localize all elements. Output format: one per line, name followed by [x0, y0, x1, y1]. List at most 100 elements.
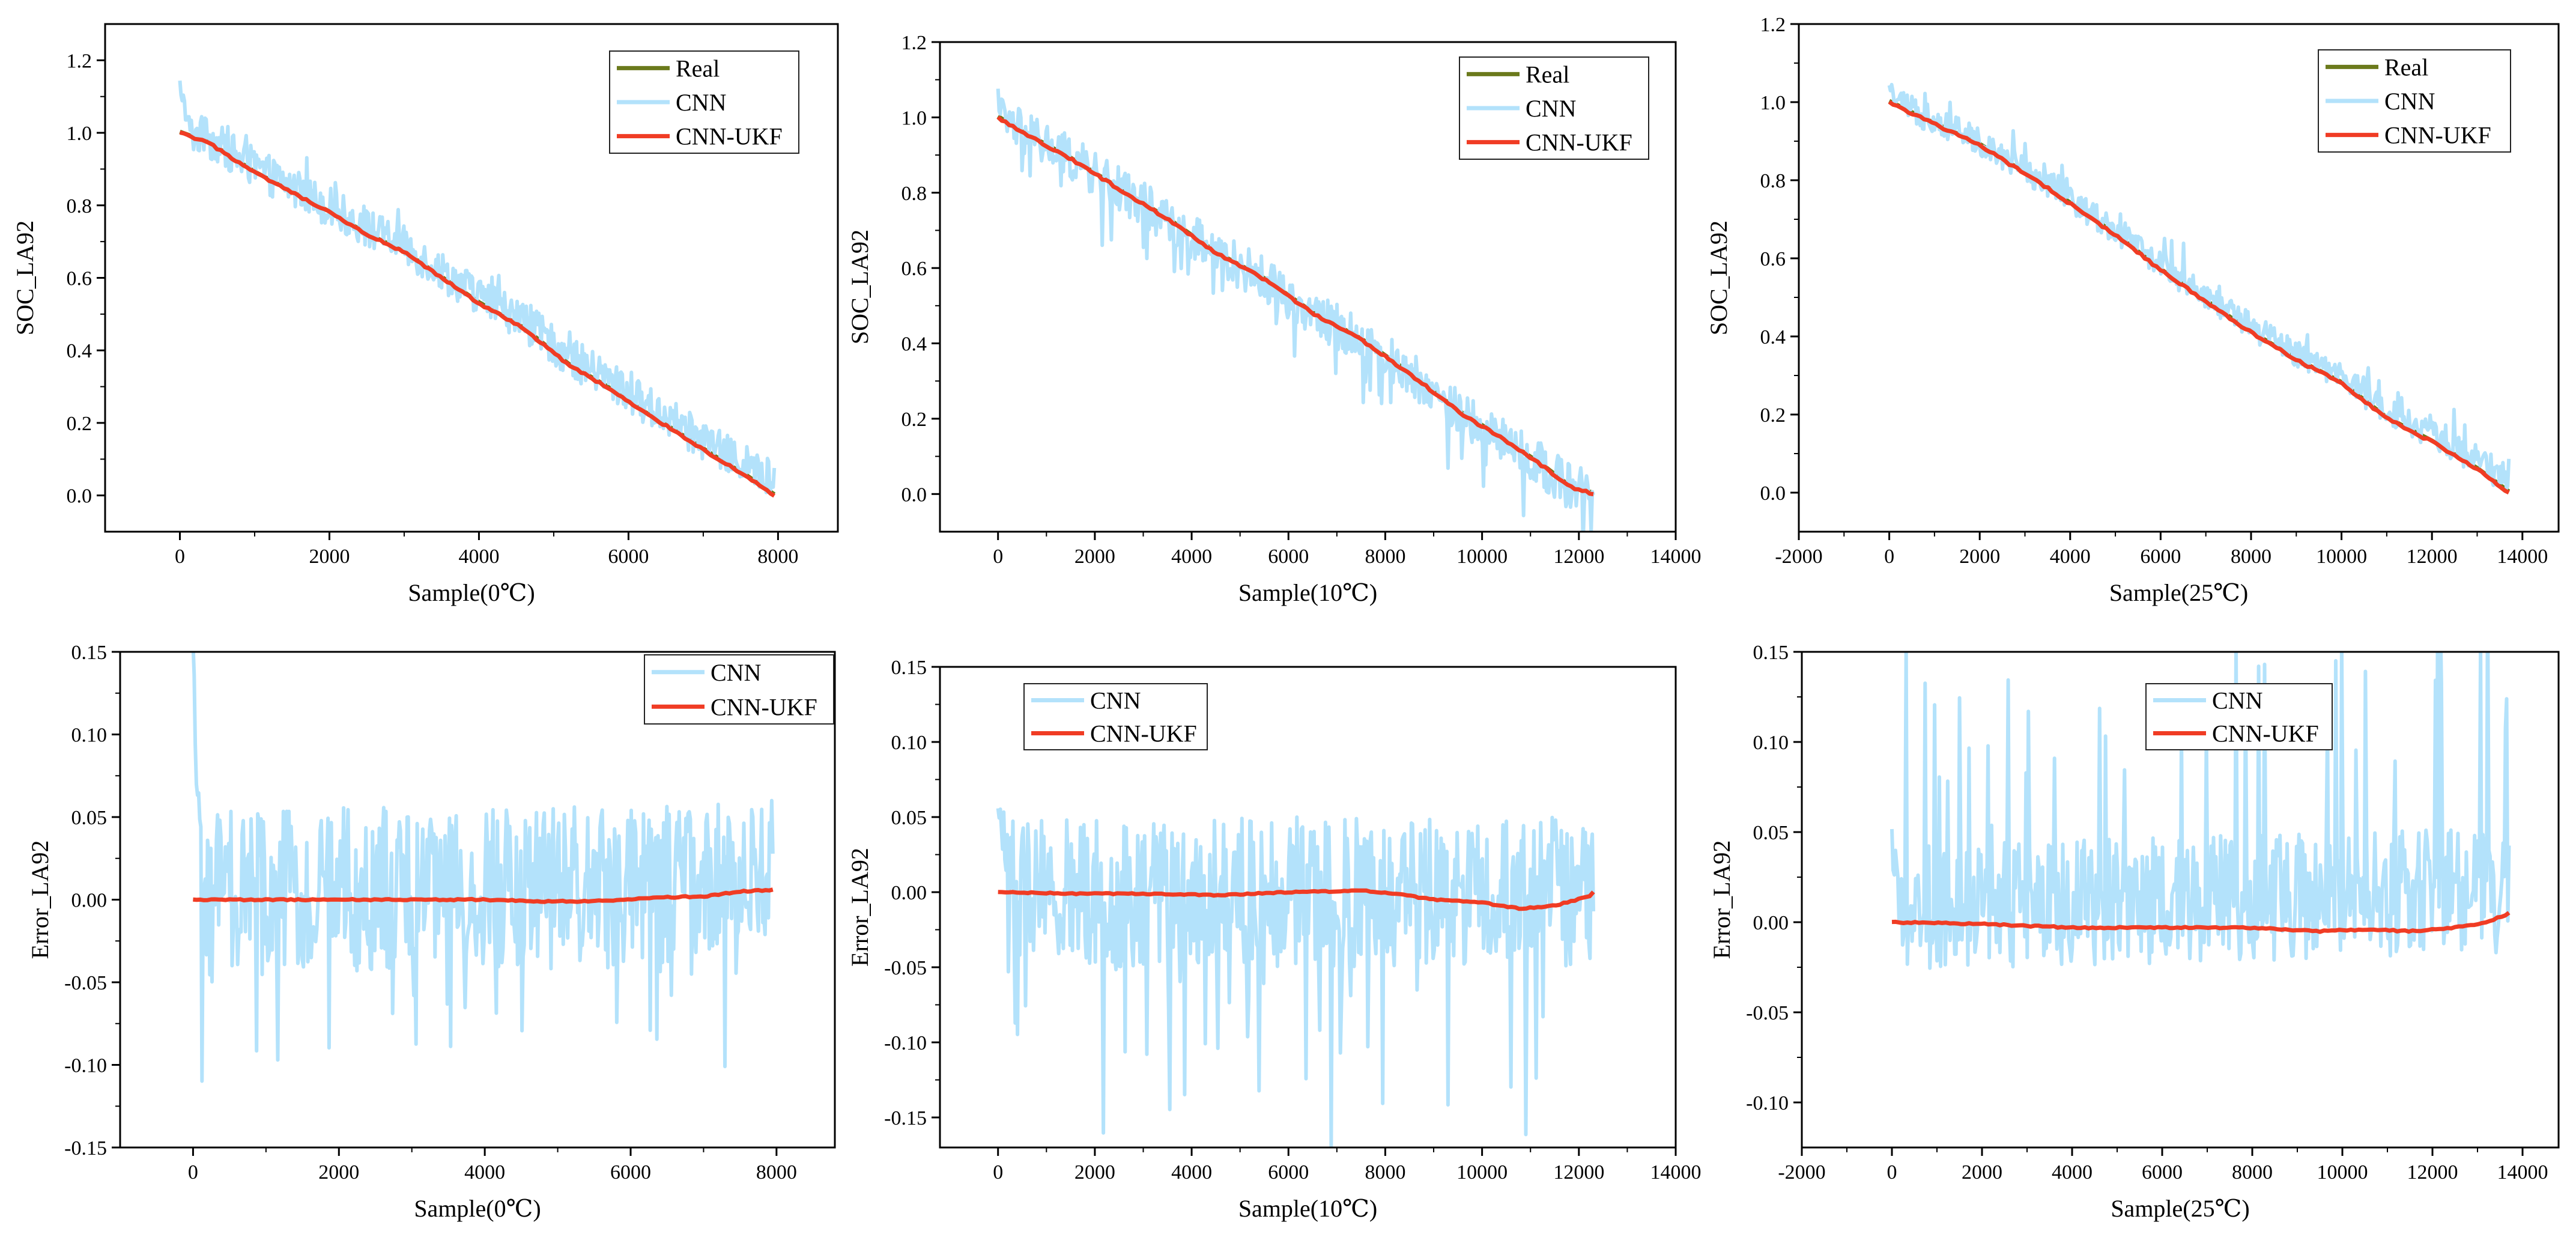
chart-err-10c: 0 2000 4000 6000 8000 10000 12000 14000 -0.15 -0.… — [846, 657, 1702, 1222]
legend-label: CNN — [1090, 687, 1141, 714]
x-axis-label: Sample(10℃) — [1238, 579, 1377, 606]
y-tick-label: -0.05 — [1746, 1002, 1789, 1024]
series-cnn-ukf-line — [998, 888, 1595, 911]
x-axis-label: Sample(25℃) — [2111, 1195, 2249, 1222]
y-tick-label: -0.05 — [884, 957, 927, 979]
x-tick-label: -2000 — [1775, 546, 1822, 568]
legend-label: CNN-UKF — [1090, 720, 1197, 747]
x-tick-label: 4000 — [2050, 546, 2091, 568]
series-cnn-line — [178, 81, 777, 494]
legend-frame — [1023, 683, 1208, 750]
y-tick-label: 0.4 — [1760, 326, 1786, 348]
legend: CNN CNN-UKF — [644, 654, 834, 725]
y-axis-label: Error_LA92 — [846, 848, 873, 967]
x-axis-label: Sample(10℃) — [1238, 1195, 1377, 1222]
x-tick-label: 2000 — [1074, 546, 1115, 568]
x-axis-label: Sample(25℃) — [2109, 579, 2248, 606]
y-tick-label: 1.0 — [902, 107, 927, 129]
x-tick-label: 0 — [1884, 546, 1894, 568]
y-tick-label: 0.4 — [902, 333, 927, 356]
y-tick-label: 0.00 — [1753, 912, 1789, 934]
x-tick-label: 6000 — [1268, 546, 1309, 568]
plot-area — [1887, 82, 2511, 495]
x-tick-label: 12000 — [2407, 1161, 2458, 1184]
legend-frame — [2145, 683, 2333, 750]
x-tick-label: 0 — [993, 1161, 1003, 1184]
x-tick-label: 10000 — [1456, 546, 1508, 568]
x-tick-label: 6000 — [1268, 1161, 1309, 1184]
legend-frame — [644, 654, 834, 725]
x-tick-label: 4000 — [1171, 1161, 1212, 1184]
x-tick-label: 4000 — [464, 1161, 505, 1184]
y-tick-label: 1.2 — [902, 32, 927, 54]
legend-label: CNN-UKF — [1526, 129, 1632, 156]
x-axis-label: Sample(0℃) — [408, 579, 535, 606]
y-tick-label: 0.0 — [902, 484, 927, 506]
x-tick-label: 14000 — [1650, 546, 1702, 568]
chart-soc-10c: 0 2000 4000 6000 8000 10000 12000 14000 0.0 0.2 0.… — [846, 32, 1702, 606]
y-tick-label: 0.10 — [1753, 732, 1789, 754]
legend-label: CNN-UKF — [711, 693, 817, 720]
x-tick-label: 10000 — [2316, 546, 2367, 568]
x-tick-label: 0 — [188, 1161, 198, 1184]
y-tick-label: 0.05 — [891, 807, 927, 829]
x-tick-label: 10000 — [2317, 1161, 2368, 1184]
y-tick-label: 0.05 — [1753, 822, 1789, 844]
legend-label: CNN — [711, 659, 761, 686]
y-tick-label: 0.05 — [71, 807, 108, 829]
y-tick-label: 0.00 — [891, 882, 927, 904]
y-tick-label: 0.0 — [1760, 482, 1786, 505]
plot-area — [191, 652, 775, 1083]
x-tick-label: 14000 — [2497, 546, 2548, 568]
x-tick-label: 8000 — [1365, 546, 1405, 568]
x-tick-label: 2000 — [318, 1161, 359, 1184]
series-cnn-ukf-line — [179, 130, 776, 498]
x-tick-label: 8000 — [757, 546, 798, 568]
y-tick-label: 0.8 — [1760, 170, 1786, 192]
chart-soc-0c: 0 2000 4000 6000 8000 0.0 0.2 0.4 0.6 0.8 1.0 1.2 Sa… — [11, 23, 839, 606]
x-tick-label: 2000 — [1074, 1161, 1115, 1184]
x-tick-label: 0 — [993, 546, 1003, 568]
plot-area — [178, 81, 777, 498]
y-tick-label: 0.6 — [67, 268, 92, 290]
y-axis-label: SOC_LA92 — [846, 229, 873, 344]
legend: CNN CNN-UKF — [1023, 683, 1208, 750]
x-tick-label: -2000 — [1778, 1161, 1825, 1184]
y-tick-label: 0.8 — [902, 183, 927, 205]
y-tick-label: 0.0 — [67, 485, 92, 508]
y-tick-label: 1.0 — [67, 123, 92, 145]
x-tick-label: 8000 — [2231, 546, 2271, 568]
plot-frame — [939, 41, 1677, 533]
chart-err-0c: 0 2000 4000 6000 8000 -0.15 -0.10 -0.05 0.00 0.05… — [26, 642, 836, 1222]
x-tick-label: 10000 — [1456, 1161, 1508, 1184]
legend-label: Real — [2384, 53, 2428, 81]
series-cnn-ukf-line — [1888, 100, 2510, 495]
legend-label: CNN — [676, 89, 726, 116]
y-tick-label: 0.15 — [71, 642, 108, 664]
y-tick-label: -0.05 — [64, 972, 107, 994]
y-tick-label: 0.10 — [891, 732, 927, 754]
x-tick-label: 12000 — [1553, 546, 1604, 568]
plot-frame — [939, 666, 1677, 1149]
x-tick-label: 6000 — [608, 546, 649, 568]
plot-area — [996, 88, 1595, 532]
x-tick-label: 6000 — [2140, 546, 2181, 568]
legend-label: Real — [676, 55, 720, 82]
y-tick-label: 0.15 — [1753, 642, 1789, 664]
plot-area — [996, 807, 1595, 1147]
legend-label: CNN — [2212, 687, 2262, 714]
y-tick-label: 0.00 — [71, 890, 108, 912]
y-tick-label: 0.15 — [891, 657, 927, 679]
legend-label: CNN-UKF — [2384, 122, 2491, 149]
series-cnn-line — [191, 652, 775, 1083]
legend-label: CNN — [1526, 95, 1576, 122]
chart-soc-25c: -2000 0 2000 4000 6000 8000 10000 12000 14000 0.0… — [1705, 14, 2560, 606]
legend-label: CNN — [2384, 88, 2435, 115]
y-tick-label: -0.15 — [64, 1137, 107, 1160]
legend-label: Real — [1526, 61, 1569, 88]
y-tick-label: -0.10 — [64, 1055, 107, 1077]
x-tick-label: 12000 — [2407, 546, 2458, 568]
y-axis-label: Error_LA92 — [1708, 840, 1735, 959]
x-tick-label: 14000 — [1650, 1161, 1702, 1184]
